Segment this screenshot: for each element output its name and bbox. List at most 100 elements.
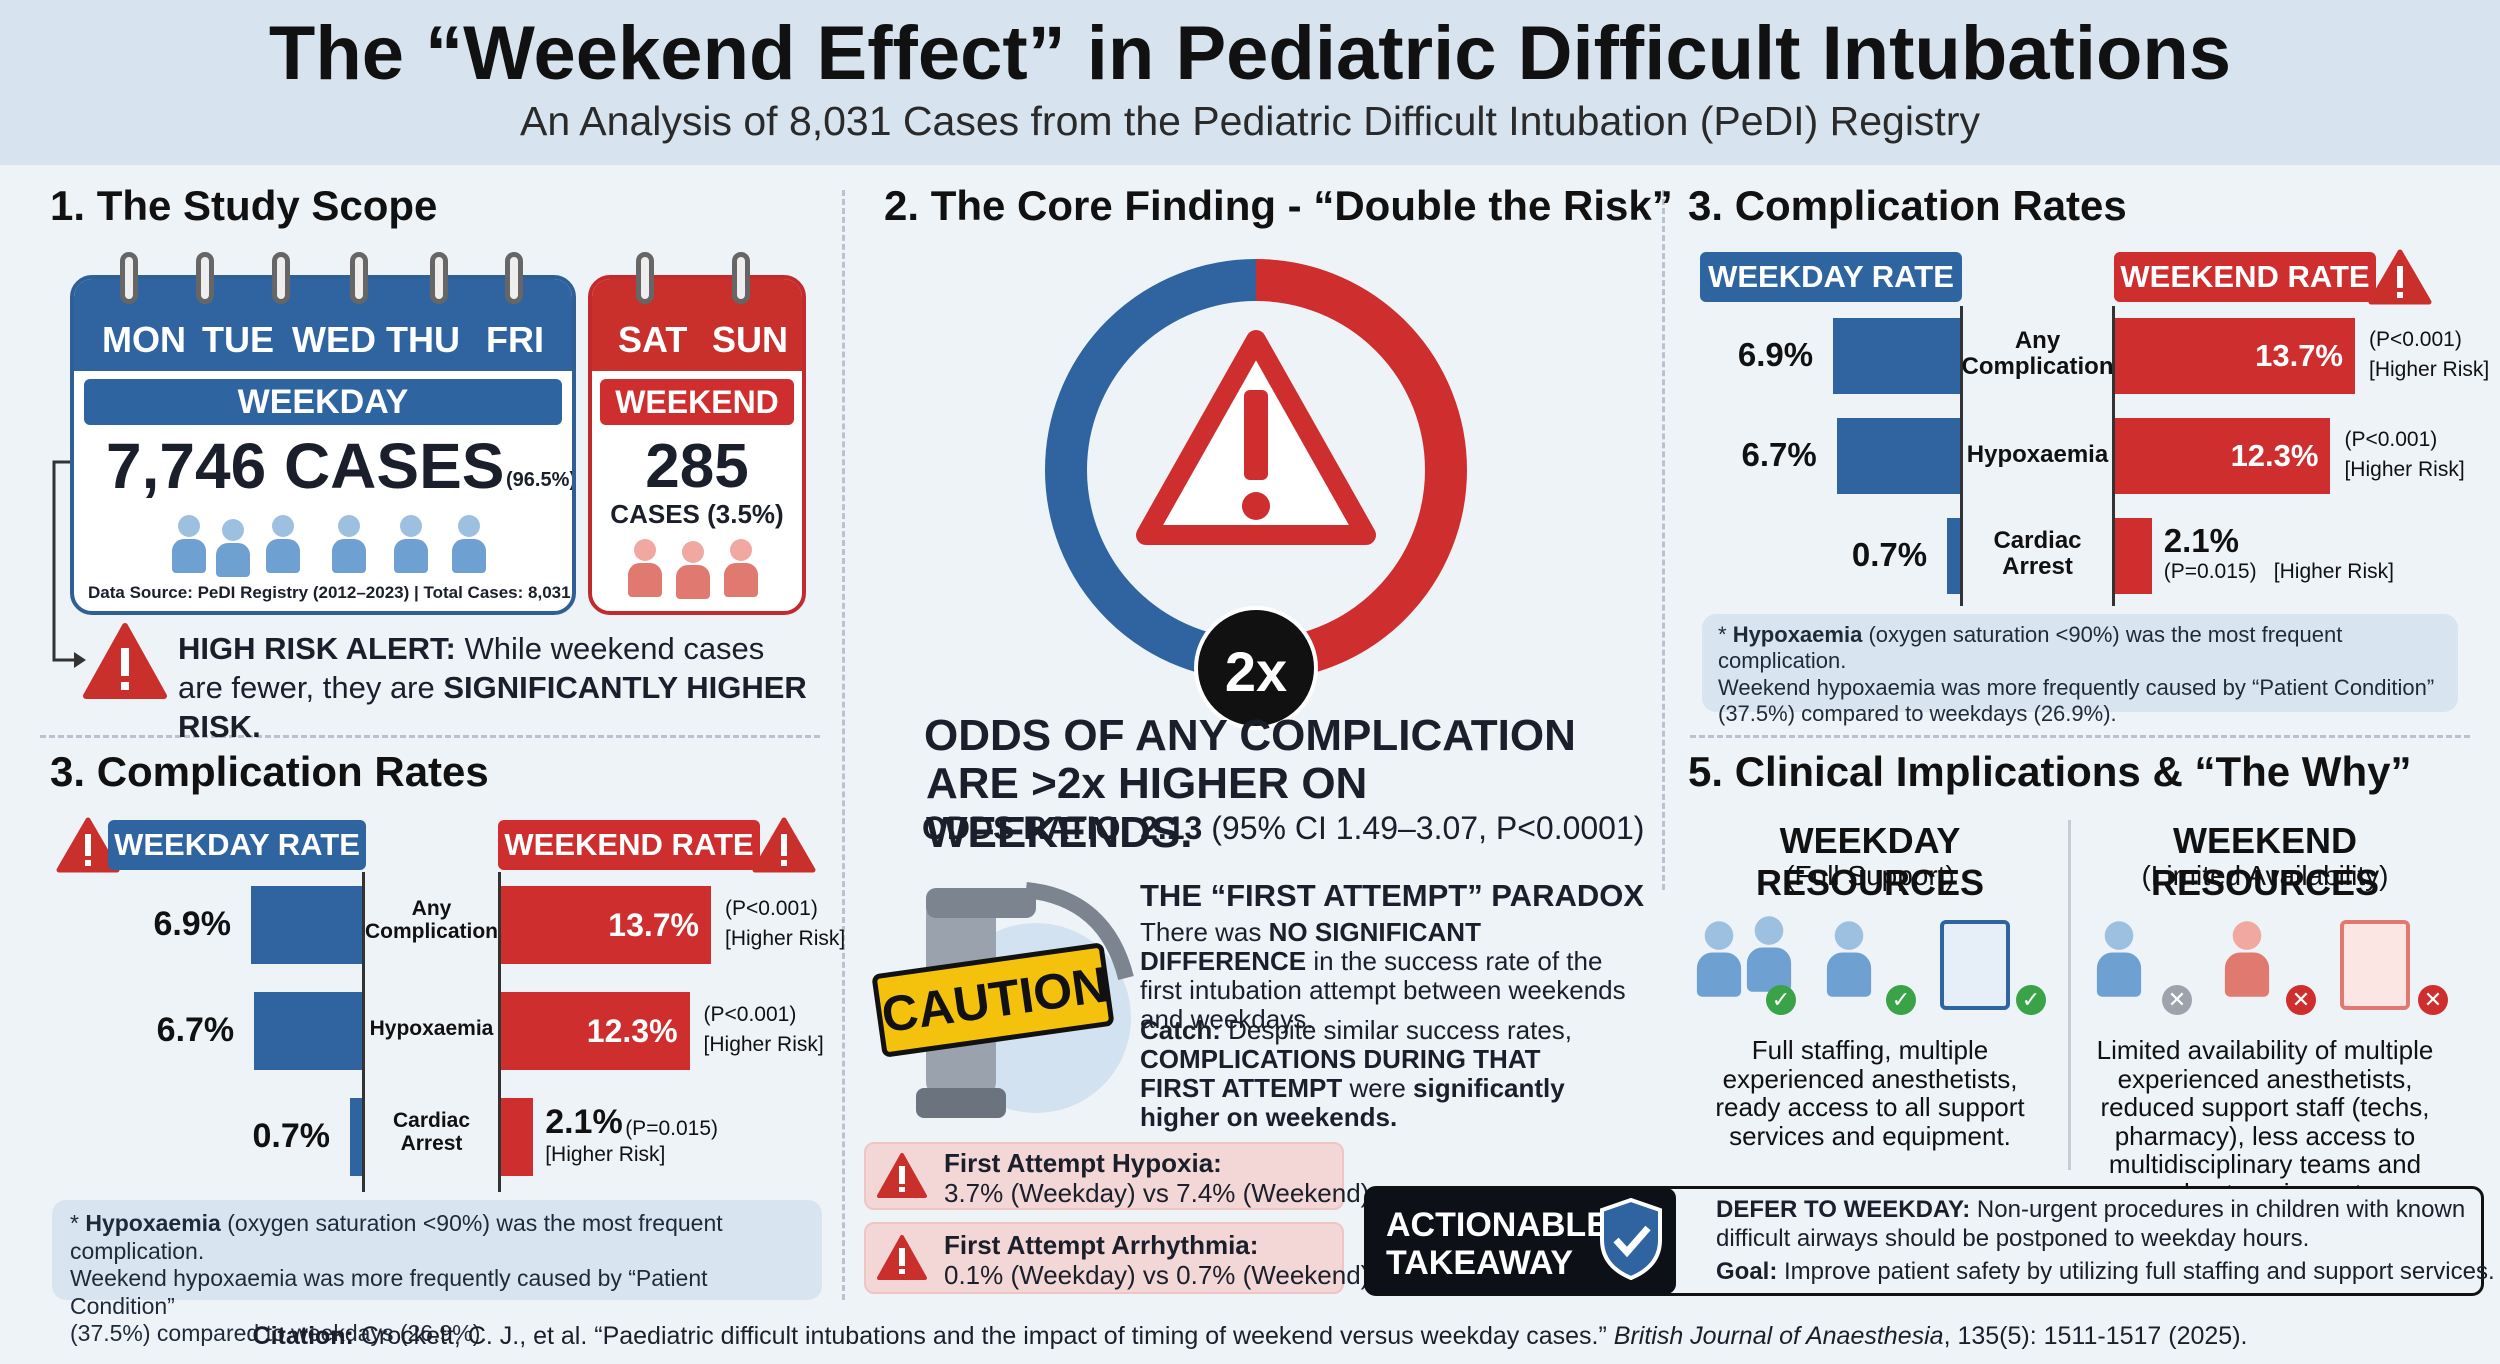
anesthetist-icon bbox=[2094, 921, 2143, 997]
weekend-value: 2.1% bbox=[545, 1103, 623, 1141]
risk-donut bbox=[1045, 259, 1467, 681]
weekday-value: 6.9% bbox=[153, 905, 231, 943]
weekend-rate-label: WEEKEND RATE bbox=[2114, 252, 2376, 302]
weekday-resources-text: Full staffing, multiple experienced anes… bbox=[1715, 1035, 2025, 1151]
citation: Citation: Crockett, C. J., et al. “Paedi… bbox=[252, 1322, 2248, 1350]
weekend-value: 2.1% bbox=[2163, 522, 2239, 559]
binder-ring bbox=[505, 252, 523, 304]
weekend-rate-label: WEEKEND RATE bbox=[498, 820, 760, 870]
weekend-bar: 13.7% bbox=[2115, 318, 2355, 394]
weekend-label: WEEKEND bbox=[600, 379, 794, 425]
complication-heading-right: 3. Complication Rates bbox=[1688, 182, 2127, 229]
p-value: (P<0.001) bbox=[2344, 428, 2438, 451]
x-icon: ✕ bbox=[2162, 985, 2192, 1015]
risk-label: [Higher Risk] bbox=[2369, 358, 2490, 381]
weekend-bar: 12.3% bbox=[2115, 418, 2331, 494]
nurse-icon bbox=[1824, 921, 1873, 997]
weekday-rate-label: WEEKDAY RATE bbox=[1700, 252, 1962, 302]
weekend-cases: 285 bbox=[645, 432, 749, 501]
x-icon: ✕ bbox=[2286, 985, 2316, 1015]
weekday-cases: 7,746 CASES bbox=[106, 430, 505, 502]
hypoxaemia-note-left: * Hypoxaemia (oxygen saturation <90%) wa… bbox=[52, 1200, 822, 1346]
axis-line bbox=[2112, 306, 2115, 606]
divider-left-h bbox=[40, 735, 820, 738]
weekday-pct: (96.5%) bbox=[506, 469, 576, 491]
risk-label: [Higher Risk] bbox=[545, 1143, 666, 1166]
weekday-bar bbox=[1833, 318, 1960, 394]
divider-left bbox=[842, 190, 845, 1300]
weekend-bar bbox=[2115, 518, 2152, 594]
support-staff-icon bbox=[2222, 921, 2271, 997]
weekend-bar: 12.3% bbox=[501, 992, 690, 1070]
section-scope-heading: 1. The Study Scope bbox=[50, 182, 438, 229]
person-icon bbox=[674, 541, 712, 599]
equipment-icon bbox=[1940, 920, 2010, 1010]
doctor-icon bbox=[264, 515, 302, 573]
paradox-title: THE “FIRST ATTEMPT” PARADOX bbox=[1140, 878, 1645, 913]
data-source: Data Source: PeDI Registry (2012–2023) |… bbox=[88, 583, 571, 602]
page-subtitle: An Analysis of 8,031 Cases from the Pedi… bbox=[520, 98, 1980, 144]
category-label: Hypoxaemia bbox=[369, 1017, 494, 1040]
day-thu: THU bbox=[386, 319, 460, 360]
weekday-bar bbox=[254, 992, 362, 1070]
day-sun: SUN bbox=[712, 319, 789, 360]
takeaway-goal: Goal: Improve patient safety by utilizin… bbox=[1716, 1258, 2495, 1285]
weekday-value: 6.7% bbox=[1741, 436, 1817, 473]
divider-right bbox=[1662, 190, 1665, 890]
weekend-cases-sub: CASES (3.5%) bbox=[610, 499, 784, 529]
day-fri: FRI bbox=[486, 319, 544, 360]
category-label: Any Complication bbox=[364, 897, 498, 944]
hypoxia-text: 3.7% (Weekday) vs 7.4% (Weekend) bbox=[944, 1178, 1370, 1208]
hypoxaemia-note-right: * Hypoxaemia (oxygen saturation <90%) wa… bbox=[1702, 614, 2458, 726]
category-label: Hypoxaemia bbox=[1966, 441, 2109, 468]
weekday-value: 0.7% bbox=[1851, 536, 1928, 573]
binder-ring bbox=[196, 252, 214, 304]
arrhythmia-alert: First Attempt Arrhythmia: 0.1% (Weekday)… bbox=[864, 1222, 1369, 1294]
p-value: (P<0.001) bbox=[2369, 328, 2462, 351]
category-label: Cardiac Arrest bbox=[392, 1109, 471, 1156]
weekday-rate-label: WEEKDAY RATE bbox=[108, 820, 366, 870]
binder-ring bbox=[732, 252, 750, 304]
divider-right-h bbox=[1690, 735, 2470, 738]
weekend-resources-sub: (Limited Availability) bbox=[2141, 860, 2389, 891]
hypoxia-alert: First Attempt Hypoxia: 3.7% (Weekday) vs… bbox=[864, 1142, 1369, 1210]
core-finding-heading: 2. The Core Finding - “Double the Risk” bbox=[884, 182, 1673, 229]
doctor-icon bbox=[722, 539, 760, 597]
nurse-icon bbox=[392, 515, 430, 573]
day-wed: WED bbox=[292, 319, 376, 360]
weekday-value: 6.7% bbox=[156, 1011, 235, 1049]
weekend-calendar: SAT SUN WEEKEND 285 CASES (3.5%) bbox=[588, 275, 806, 615]
p-value: (P<0.001) bbox=[703, 1003, 797, 1026]
person-icon bbox=[214, 519, 252, 577]
double-risk-badge: 2x bbox=[1194, 606, 1318, 730]
nurse-icon bbox=[450, 515, 488, 573]
arrhythmia-text: 0.1% (Weekday) vs 0.7% (Weekend) bbox=[944, 1260, 1370, 1290]
weekend-resources-title: WEEKEND RESOURCES bbox=[2150, 820, 2380, 903]
risk-label: [Higher Risk] bbox=[703, 1033, 824, 1056]
axis-line bbox=[498, 872, 501, 1192]
weekday-bar bbox=[350, 1098, 362, 1176]
risk-label: [Higher Risk] bbox=[2344, 458, 2465, 481]
high-risk-alert: HIGH RISK ALERT: While weekend cases are… bbox=[178, 631, 807, 744]
warning-icon bbox=[83, 623, 167, 699]
arrhythmia-title: First Attempt Arrhythmia: bbox=[944, 1230, 1259, 1260]
odds-statement: ODDS OF ANY COMPLICATION ARE >2x HIGHER O… bbox=[924, 711, 1576, 857]
clinical-heading: 5. Clinical Implications & “The Why” bbox=[1688, 748, 2412, 795]
resources-divider bbox=[2068, 820, 2071, 1170]
shield-check-icon bbox=[1600, 1197, 1662, 1281]
p-value: (P=0.015) bbox=[625, 1117, 718, 1140]
warning-icon bbox=[877, 1235, 927, 1280]
connector-arrow-icon bbox=[52, 460, 86, 668]
weekday-bar bbox=[1947, 518, 1960, 594]
page-title: The “Weekend Effect” in Pediatric Diffic… bbox=[268, 11, 2232, 96]
weekday-resources-sub: (Full Support) bbox=[1785, 860, 1955, 891]
risk-label: [Higher Risk] bbox=[2273, 560, 2394, 583]
person-icon bbox=[170, 515, 208, 573]
day-tue: TUE bbox=[202, 319, 274, 360]
paradox-text-2: Catch: Despite similar success rates, CO… bbox=[1140, 1015, 1573, 1133]
weekday-calendar: MON TUE WED THU FRI WEEKDAY 7,746 CASES … bbox=[70, 275, 576, 615]
weekday-value: 0.7% bbox=[252, 1117, 331, 1155]
weekday-bar bbox=[1836, 418, 1960, 494]
binder-ring bbox=[350, 252, 368, 304]
